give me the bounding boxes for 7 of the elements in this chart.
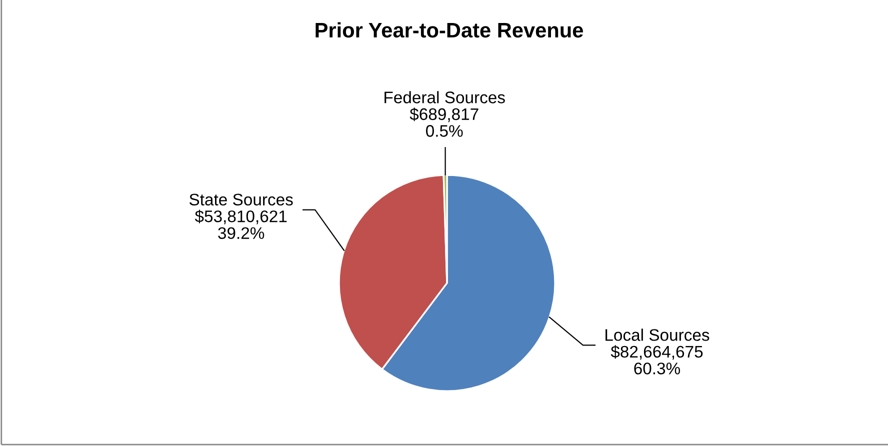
data-label: $689,817 0.5%: [410, 108, 478, 137]
chart-title: Prior Year-to-Date Revenue: [316, 22, 583, 38]
slice-label: State Sources: [190, 194, 293, 206]
data-label: $53,810,621 39.2%: [194, 210, 287, 239]
data-label: $82,664,675 60.3%: [610, 345, 703, 374]
slice-label: Local Sources: [606, 328, 710, 341]
slice-label: Federal Sources: [384, 91, 505, 104]
